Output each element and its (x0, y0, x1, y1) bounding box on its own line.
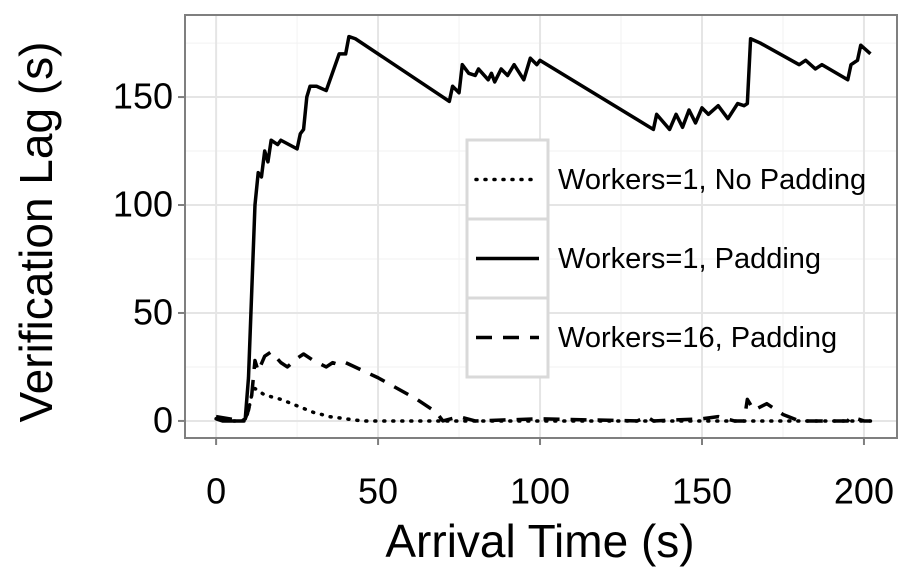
x-tick-label: 150 (672, 471, 732, 512)
legend-label: Workers=16, Padding (558, 322, 837, 354)
y-tick-label: 50 (133, 291, 173, 332)
lines (214, 34, 873, 423)
series-line (215, 34, 872, 423)
x-tick-label: 0 (206, 471, 226, 512)
x-tick-label: 50 (358, 471, 398, 512)
y-tick-label: 150 (113, 76, 173, 117)
x-tick-label: 100 (510, 471, 570, 512)
series-line (215, 350, 871, 423)
legend: Workers=1, No Padding Workers=1, Padding W… (465, 138, 866, 379)
y-axis-title: Verification Lag (s) (10, 42, 62, 423)
legend-label: Workers=1, Padding (558, 243, 821, 275)
legend-label: Workers=1, No Padding (558, 164, 866, 196)
legend-key-box (465, 138, 550, 221)
y-tick-label: 100 (113, 184, 173, 225)
x-axis-title: Arrival Time (s) (385, 515, 694, 567)
y-tick-label: 0 (153, 399, 173, 440)
x-tick-label: 200 (834, 471, 894, 512)
axes: 0 50 100 150 200 0 50 100 150 (113, 76, 894, 512)
